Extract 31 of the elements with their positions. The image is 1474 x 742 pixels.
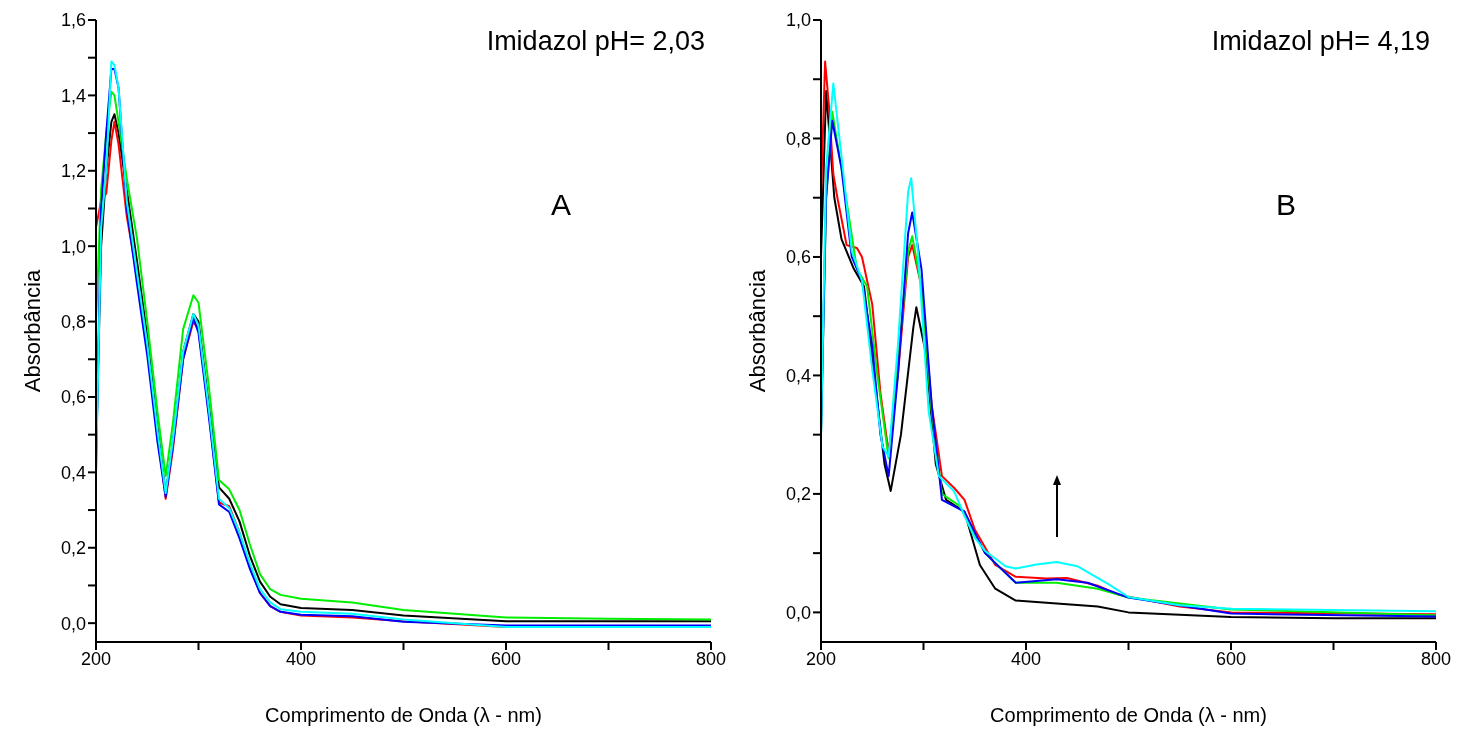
y-tick-label: 1,6 bbox=[60, 10, 86, 31]
y-tick-label: 0,6 bbox=[785, 247, 811, 268]
y-tick-label: 0,2 bbox=[60, 538, 86, 559]
x-tick-label: 800 bbox=[1420, 648, 1452, 669]
annotation: Imidazol pH= 2,03 bbox=[486, 26, 705, 57]
y-tick-label: 0,4 bbox=[60, 462, 86, 483]
y-tick-label: 0,6 bbox=[60, 387, 86, 408]
x-axis-title: Comprimento de Onda (λ - nm) bbox=[265, 704, 542, 726]
y-tick-label: 1,4 bbox=[60, 85, 86, 106]
x-tick-label: 200 bbox=[80, 648, 112, 669]
x-tick-label: 600 bbox=[490, 648, 522, 669]
y-tick-label: 0,0 bbox=[60, 613, 86, 634]
x-tick-label: 200 bbox=[805, 648, 837, 669]
y-tick-label: 0,4 bbox=[785, 365, 811, 386]
annotation: B bbox=[1276, 188, 1297, 222]
x-tick-label: 400 bbox=[285, 648, 317, 669]
y-tick-label: 0,0 bbox=[785, 602, 811, 623]
y-tick-label: 0,8 bbox=[785, 128, 811, 149]
y-tick-label: 1,0 bbox=[60, 236, 86, 257]
x-tick-label: 600 bbox=[1215, 648, 1247, 669]
x-tick-label: 400 bbox=[1010, 648, 1042, 669]
x-tick-label: 800 bbox=[695, 648, 727, 669]
annotation: Imidazol pH= 4,19 bbox=[1211, 26, 1430, 57]
y-axis-title: Absorbância bbox=[744, 269, 770, 393]
y-tick-label: 1,0 bbox=[785, 10, 811, 31]
y-tick-label: 1,2 bbox=[60, 161, 86, 182]
x-axis-title: Comprimento de Onda (λ - nm) bbox=[990, 704, 1267, 726]
y-tick-label: 0,2 bbox=[785, 484, 811, 505]
y-tick-label: 0,8 bbox=[60, 311, 86, 332]
annotation: A bbox=[551, 188, 572, 222]
y-axis-title: Absorbância bbox=[19, 269, 45, 393]
